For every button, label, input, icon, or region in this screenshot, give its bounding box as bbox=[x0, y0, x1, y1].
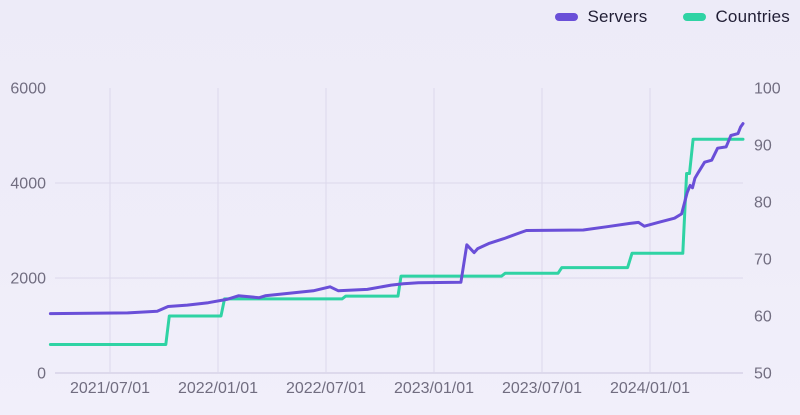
x-tick-label: 2023/07/01 bbox=[502, 380, 582, 397]
x-tick-label: 2024/01/01 bbox=[610, 380, 690, 397]
legend-item-servers[interactable]: Servers bbox=[555, 7, 647, 27]
y-right-tick-label: 80 bbox=[754, 195, 772, 212]
x-tick-label: 2023/01/01 bbox=[394, 380, 474, 397]
y-right-tick-label: 50 bbox=[754, 366, 772, 383]
legend-item-countries[interactable]: Countries bbox=[683, 7, 790, 27]
countries-swatch-icon bbox=[683, 13, 707, 21]
series-servers-line bbox=[48, 122, 745, 316]
legend-label-servers: Servers bbox=[587, 7, 648, 26]
y-left-tick-label: 4000 bbox=[10, 176, 46, 193]
y-right-tick-label: 100 bbox=[754, 81, 781, 98]
x-tick-label: 2022/07/01 bbox=[286, 380, 366, 397]
series-countries-line bbox=[48, 137, 745, 346]
y-left-tick-label: 6000 bbox=[10, 81, 46, 98]
servers-swatch-icon bbox=[555, 13, 579, 21]
y-right-tick-label: 60 bbox=[754, 309, 772, 326]
y-left-tick-label: 0 bbox=[37, 366, 46, 383]
y-left-tick-label: 2000 bbox=[10, 271, 46, 288]
x-tick-label: 2021/07/01 bbox=[70, 380, 150, 397]
y-right-tick-label: 90 bbox=[754, 138, 772, 155]
y-right-tick-label: 70 bbox=[754, 252, 772, 269]
chart-legend: Servers Countries bbox=[555, 5, 790, 29]
legend-label-countries: Countries bbox=[715, 7, 790, 26]
x-tick-label: 2022/01/01 bbox=[178, 380, 258, 397]
